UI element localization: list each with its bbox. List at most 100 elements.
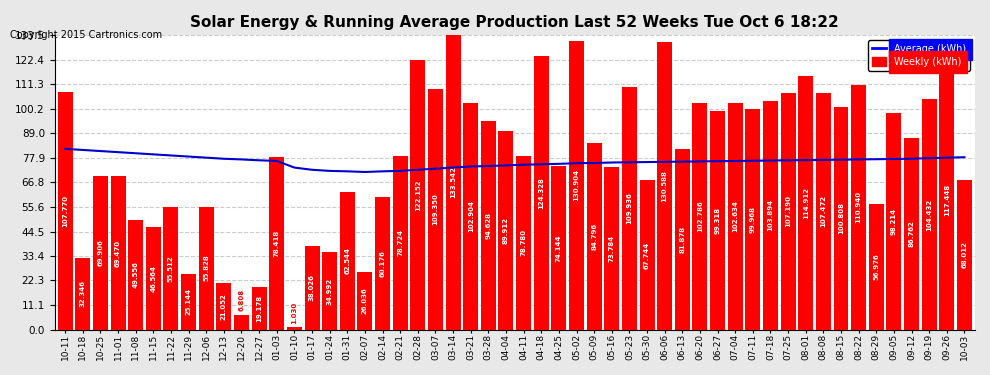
Text: 60.176: 60.176 xyxy=(379,250,385,277)
Bar xyxy=(463,103,478,330)
Text: 38.026: 38.026 xyxy=(309,274,315,301)
Bar xyxy=(675,149,690,330)
Bar xyxy=(217,283,232,330)
Bar xyxy=(251,287,266,330)
Text: 81.878: 81.878 xyxy=(679,226,685,253)
Text: 102.904: 102.904 xyxy=(467,200,474,232)
Text: 110.940: 110.940 xyxy=(855,191,861,224)
Text: 49.556: 49.556 xyxy=(133,261,139,288)
Text: 55.828: 55.828 xyxy=(203,255,209,281)
Bar xyxy=(710,111,725,330)
Text: 86.762: 86.762 xyxy=(909,220,915,248)
Legend: Average (kWh), Weekly (kWh): Average (kWh), Weekly (kWh) xyxy=(868,40,970,71)
Bar xyxy=(499,131,514,330)
Text: 124.328: 124.328 xyxy=(539,177,545,209)
Bar xyxy=(622,87,637,330)
Bar xyxy=(728,104,742,330)
Text: 34.992: 34.992 xyxy=(327,278,333,304)
Bar xyxy=(199,207,214,330)
Bar xyxy=(393,156,408,330)
Text: 114.912: 114.912 xyxy=(803,187,809,219)
Text: 21.052: 21.052 xyxy=(221,293,227,320)
Bar xyxy=(904,138,919,330)
Bar xyxy=(93,176,108,330)
Bar xyxy=(869,204,884,330)
Text: 78.780: 78.780 xyxy=(521,229,527,256)
Title: Solar Energy & Running Average Production Last 52 Weeks Tue Oct 6 18:22: Solar Energy & Running Average Productio… xyxy=(190,15,840,30)
Bar xyxy=(816,93,831,330)
Bar xyxy=(269,157,284,330)
Text: 98.214: 98.214 xyxy=(891,208,897,235)
Text: 109.350: 109.350 xyxy=(433,193,439,225)
Text: 55.512: 55.512 xyxy=(168,255,174,282)
Bar xyxy=(834,107,848,330)
Bar xyxy=(305,246,320,330)
Bar xyxy=(745,109,760,330)
Text: 46.564: 46.564 xyxy=(150,265,156,292)
Text: 69.470: 69.470 xyxy=(115,240,121,267)
Bar xyxy=(234,315,249,330)
Text: 109.936: 109.936 xyxy=(627,192,633,224)
Bar xyxy=(57,92,72,330)
Bar xyxy=(340,192,354,330)
Text: 94.628: 94.628 xyxy=(485,212,491,239)
Bar xyxy=(146,227,160,330)
Text: 117.448: 117.448 xyxy=(943,184,949,216)
Bar xyxy=(375,197,390,330)
Text: 130.588: 130.588 xyxy=(661,170,667,202)
Text: 99.318: 99.318 xyxy=(715,207,721,234)
Text: 130.904: 130.904 xyxy=(573,169,579,201)
Bar xyxy=(780,93,796,330)
Bar xyxy=(181,274,196,330)
Bar xyxy=(75,258,90,330)
Text: 73.784: 73.784 xyxy=(609,235,615,262)
Bar xyxy=(481,121,496,330)
Bar xyxy=(111,177,126,330)
Text: 6.808: 6.808 xyxy=(239,289,245,311)
Bar xyxy=(886,113,901,330)
Bar xyxy=(922,99,937,330)
Bar xyxy=(798,76,813,330)
Text: 103.894: 103.894 xyxy=(767,199,773,231)
Text: 107.472: 107.472 xyxy=(821,195,827,227)
Bar xyxy=(957,180,972,330)
Bar xyxy=(763,100,778,330)
Bar xyxy=(657,42,672,330)
Bar xyxy=(587,142,602,330)
Text: 84.796: 84.796 xyxy=(591,223,597,250)
Text: 69.906: 69.906 xyxy=(97,239,103,266)
Text: 67.744: 67.744 xyxy=(644,241,650,268)
Text: 133.542: 133.542 xyxy=(450,166,456,198)
Text: 78.724: 78.724 xyxy=(397,229,403,256)
Bar xyxy=(357,272,372,330)
Bar xyxy=(428,88,443,330)
Text: 68.012: 68.012 xyxy=(961,241,967,268)
Bar xyxy=(640,180,654,330)
Bar xyxy=(534,56,548,330)
Bar xyxy=(410,60,426,330)
Bar xyxy=(287,327,302,330)
Text: 26.036: 26.036 xyxy=(362,288,368,314)
Text: 78.418: 78.418 xyxy=(274,230,280,257)
Text: 74.144: 74.144 xyxy=(555,234,562,262)
Text: 99.968: 99.968 xyxy=(749,206,755,233)
Text: 1.030: 1.030 xyxy=(291,302,297,324)
Text: 104.432: 104.432 xyxy=(927,198,933,231)
Bar xyxy=(322,252,338,330)
Bar xyxy=(692,103,708,330)
Text: 100.808: 100.808 xyxy=(838,202,844,234)
Text: 102.634: 102.634 xyxy=(733,201,739,232)
Text: 122.152: 122.152 xyxy=(415,179,421,211)
Bar xyxy=(516,156,531,330)
Text: Copyright 2015 Cartronics.com: Copyright 2015 Cartronics.com xyxy=(10,30,162,40)
Bar xyxy=(569,41,584,330)
Bar xyxy=(851,85,866,330)
Text: 102.786: 102.786 xyxy=(697,200,703,232)
Text: 107.190: 107.190 xyxy=(785,195,791,228)
Text: 32.346: 32.346 xyxy=(80,280,86,308)
Text: 19.178: 19.178 xyxy=(256,295,262,322)
Bar xyxy=(551,166,566,330)
Text: 107.770: 107.770 xyxy=(62,195,68,227)
Text: 56.976: 56.976 xyxy=(873,254,879,280)
Bar xyxy=(129,220,144,330)
